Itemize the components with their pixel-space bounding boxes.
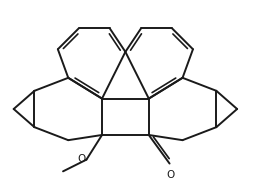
- Text: O: O: [167, 170, 175, 180]
- Text: O: O: [78, 154, 86, 164]
